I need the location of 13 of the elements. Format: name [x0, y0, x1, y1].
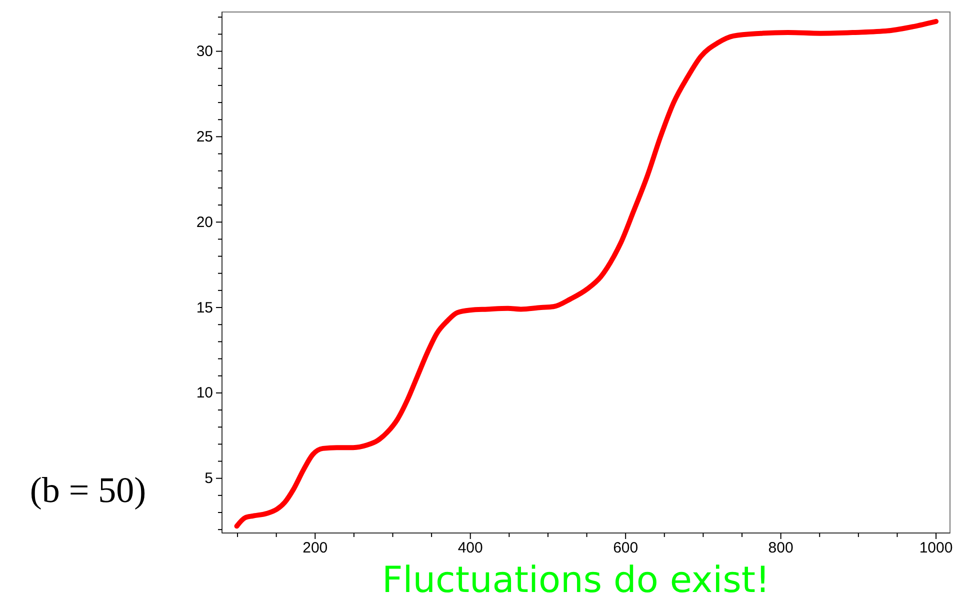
y-tick-label: 10: [196, 384, 213, 402]
x-tick-label: 600: [613, 540, 638, 557]
y-tick-label: 25: [196, 128, 213, 146]
y-tick-label: 30: [196, 43, 213, 60]
x-tick-label: 1000: [919, 540, 953, 557]
y-tick-label: 15: [196, 299, 213, 316]
y-axis-title: (b = 50): [30, 470, 146, 510]
x-tick-label: 800: [768, 540, 794, 557]
y-tick-label: 5: [204, 470, 213, 488]
x-tick-label: 400: [458, 540, 483, 557]
x-axis-title: Fluctuations do exist!: [382, 560, 770, 594]
x-tick-label: 200: [302, 540, 328, 557]
y-tick-label: 20: [196, 214, 213, 231]
